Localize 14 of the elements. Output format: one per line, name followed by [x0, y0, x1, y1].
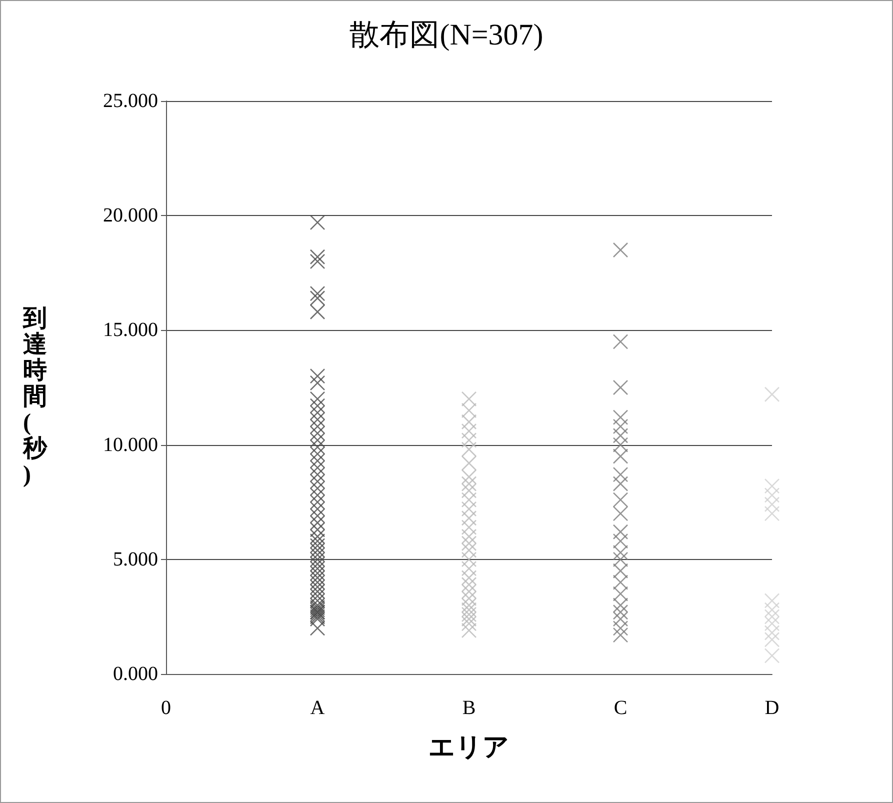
y-tick-label: 5.000 — [113, 548, 158, 570]
x-tick-label: C — [614, 697, 628, 719]
y-tick-label: 10.000 — [103, 434, 158, 456]
y-tick-label: 15.000 — [103, 319, 158, 342]
x-tick-label: D — [764, 697, 780, 719]
chart-title: 散布図(N=307) — [350, 18, 544, 52]
x-tick-label: 0 — [161, 697, 171, 719]
y-tick-label: 25.000 — [103, 90, 158, 112]
x-tick-label: B — [462, 697, 476, 719]
x-axis-title: エリア — [428, 732, 510, 762]
y-axis-title: 到達時間(秒) — [22, 306, 48, 488]
x-tick-label: A — [310, 697, 326, 719]
y-tick-label: 20.000 — [103, 204, 158, 227]
y-tick-label: 0.000 — [113, 663, 158, 685]
